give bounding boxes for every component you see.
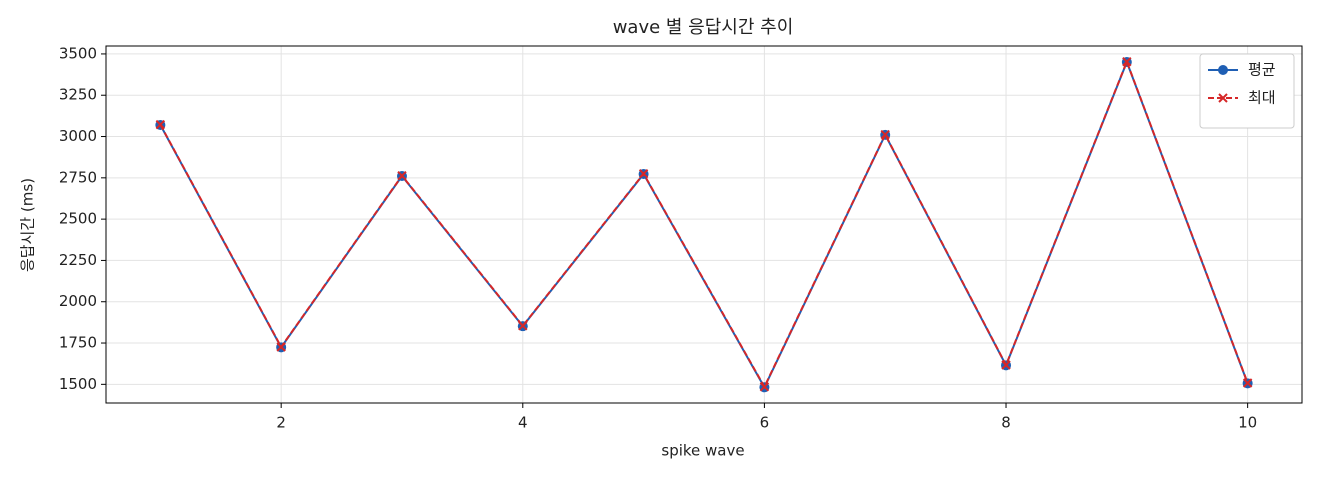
y-tick-label: 3500 [59,44,97,62]
plot-frame [105,45,1303,404]
y-axis-label: 응답시간 (ms) [19,178,37,272]
marker [276,342,286,352]
x-tick-label: 8 [1001,414,1011,432]
y-tick-label: 2000 [59,292,97,310]
marker [880,129,890,140]
legend-marker [1218,65,1228,75]
legend-box [1199,53,1295,129]
marker [155,119,166,130]
x-tick-label: 6 [760,414,770,432]
x-tick-label: 10 [1238,414,1257,432]
legend-label: 최대 [1248,89,1276,107]
marker [1242,378,1253,388]
x-tick-label: 2 [276,414,286,432]
marker [638,168,649,179]
data-line [159,58,1249,389]
marker [397,170,407,181]
y-tick-label: 3000 [59,127,97,145]
y-tick-label: 1500 [59,375,97,393]
x-axis-label: spike wave [661,442,744,460]
y-tick-label: 1750 [59,334,97,352]
legend-marker [1218,93,1228,103]
y-tick-label: 2750 [59,168,97,186]
chart-title: wave 별 응답시간 추이 [613,17,794,38]
marker [1122,56,1132,67]
y-tick-label: 3250 [59,86,97,104]
y-tick-label: 2250 [59,251,97,269]
legend-label: 평균 [1248,61,1276,79]
x-tick-label: 4 [518,414,528,432]
data-line [159,59,1249,390]
y-tick-label: 2500 [59,210,97,228]
marker [518,321,528,331]
marker [759,382,770,392]
marker [1001,360,1011,370]
